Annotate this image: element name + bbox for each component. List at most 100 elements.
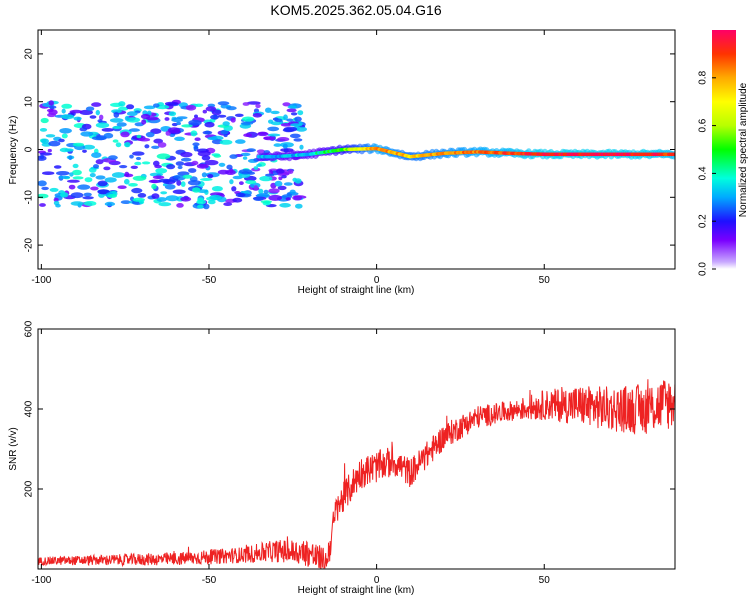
- spectrogram-x-tick-label: 0: [374, 275, 380, 286]
- spectrogram-scatter-blob: [265, 173, 275, 177]
- spectrogram-scatter-blob: [79, 127, 88, 132]
- spectrogram-scatter-blob: [160, 191, 168, 195]
- spectrogram-scatter-blob: [144, 144, 150, 149]
- spectrogram-scatter-blob: [268, 194, 283, 201]
- spectrogram-scatter-blob: [229, 154, 238, 159]
- spectrogram-scatter-blob: [117, 185, 127, 189]
- spectrogram-scatter-blob: [176, 121, 182, 126]
- spectrogram-scatter-blob: [95, 109, 101, 116]
- spectrogram-scatter-blob: [164, 101, 179, 106]
- snr-panel: -100 -50 0 50 200 400 600 Height of straight …: [8, 320, 676, 596]
- spectrogram-scatter-blob: [182, 174, 193, 179]
- spectrogram-scatter-blob: [90, 186, 99, 191]
- spectrogram-scatter-blob: [53, 165, 62, 169]
- spectrogram-scatter-blob: [101, 127, 114, 132]
- spectrogram-scatter-blob: [72, 176, 84, 180]
- spectrogram-scatter-blob: [234, 113, 244, 118]
- spectrogram-scatter-blob: [201, 172, 207, 178]
- spectrogram-scatter-blob: [113, 111, 120, 118]
- spectrogram-scatter-blob: [139, 199, 145, 205]
- spectrogram-scatter-blob: [120, 131, 130, 138]
- spectrogram-scatter-blob: [126, 111, 138, 117]
- spectrogram-scatter-blob: [283, 182, 293, 186]
- spectrogram-scatter-blob: [286, 118, 294, 122]
- spectrogram-scatter-blob: [245, 180, 257, 185]
- spectrogram-scatter-blob: [299, 144, 304, 150]
- spectrogram-x-axis: -100 -50 0 50: [31, 30, 550, 286]
- spectrogram-scatter-blob: [91, 152, 102, 159]
- spectrogram-scatter-blob: [99, 114, 104, 121]
- spectrogram-scatter-blob: [238, 169, 253, 175]
- spectrogram-scatter-blob: [72, 142, 85, 147]
- snr-x-tick-label: -100: [31, 575, 51, 586]
- spectrogram-scatter-blob: [246, 101, 261, 105]
- spectrogram-scatter-blob: [253, 166, 259, 170]
- spectrogram-scatter-blob: [56, 171, 70, 176]
- spectrogram-scatter-blob: [108, 155, 118, 160]
- spectrogram-scatter-blob: [151, 193, 160, 199]
- colorbar-label: Normalized spectral amplitude: [738, 82, 749, 217]
- spectrogram-scatter-blob: [39, 203, 46, 207]
- spectrogram-scatter-blob: [58, 138, 65, 143]
- spectrogram-scatter-blob: [204, 159, 219, 166]
- spectrogram-scatter-blob: [164, 184, 176, 190]
- spectrogram-scatter-blob: [211, 186, 223, 192]
- spectrogram-scatter-blob: [109, 118, 124, 123]
- spectrogram-scatter-blob: [126, 104, 135, 110]
- spectrogram-scatter-blob: [267, 133, 281, 137]
- spectrogram-scatter-blob: [267, 126, 280, 132]
- spectrogram-scatter-blob: [83, 201, 97, 206]
- spectrogram-scatter-blob: [232, 197, 243, 203]
- spectrogram-scatter-blob: [210, 114, 219, 120]
- spectrogram-scatter-blob: [95, 175, 106, 180]
- spectrogram-scatter-blob: [289, 133, 301, 139]
- spectrogram-scatter-blob: [111, 109, 122, 114]
- spectrogram-scatter-blob: [255, 103, 261, 109]
- spectrogram-scatter-blob: [290, 123, 303, 127]
- spectrogram-scatter-blob: [289, 189, 296, 195]
- spectrogram-scatter-blob: [223, 202, 233, 207]
- spectrogram-scatter-blob: [264, 200, 270, 205]
- spectrogram-scatter-blob: [282, 102, 291, 107]
- spectrogram-scatter-blob: [217, 101, 230, 106]
- spectrogram-scatter-blob: [273, 143, 282, 147]
- spectrogram-scatter-blob: [294, 116, 302, 122]
- spectrogram-scatter-blob: [69, 172, 74, 177]
- spectrogram-scatter-blob: [151, 183, 157, 190]
- spectrogram-scatter-blob: [279, 203, 291, 208]
- spectrogram-scatter-blob: [188, 119, 202, 126]
- colorbar-tick-label: 0.6: [698, 118, 709, 132]
- spectrogram-scatter-blob: [263, 136, 275, 141]
- spectrogram-scatter-blob: [207, 174, 214, 179]
- spectrogram-scatter-blob: [239, 181, 244, 186]
- spectrogram-scatter-blob: [72, 163, 79, 169]
- spectrogram-scatter-blob: [196, 163, 209, 169]
- spectrogram-scatter-blob: [68, 155, 73, 161]
- spectrogram-scatter-blob: [235, 192, 246, 198]
- spectrogram-scatter-blob: [209, 194, 222, 200]
- spectrogram-scatter-blob: [138, 137, 151, 142]
- spectrogram-scatter-blob: [268, 188, 280, 194]
- spectrogram-scatter-blob: [89, 173, 96, 178]
- spectrogram-scatter-blob: [167, 127, 181, 134]
- spectrogram-scatter-blob: [230, 117, 236, 123]
- spectrogram-scatter-blob: [107, 194, 117, 198]
- spectrogram-scatter-blob: [61, 103, 73, 109]
- spectrogram-scatter-blob: [126, 117, 141, 123]
- spectrogram-scatter-blob: [93, 164, 99, 169]
- spectrogram-scatter-blob: [256, 149, 266, 154]
- spectrogram-scatter-blob: [155, 168, 168, 174]
- spectrogram-scatter-blob: [202, 130, 213, 135]
- spectrogram-scatter-blob: [132, 175, 147, 181]
- spectrogram-scatter-blob: [258, 188, 264, 194]
- spectrogram-scatter-blob: [229, 179, 234, 185]
- spectrogram-scatter-blob: [191, 160, 199, 166]
- spectrogram-scatter-blob: [47, 148, 52, 153]
- spectrogram-y-label: Frequency (Hz): [8, 116, 19, 185]
- spectrogram-scatter-blob: [176, 203, 184, 208]
- spectrogram-scatter-blob: [124, 178, 130, 185]
- snr-x-tick-label: 50: [539, 575, 551, 586]
- spectrogram-scatter-blob: [217, 169, 230, 175]
- spectrogram-scatter-blob: [246, 148, 256, 152]
